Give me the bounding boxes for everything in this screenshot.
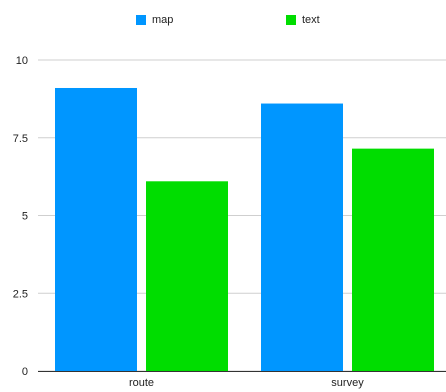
bar-map-route — [55, 87, 137, 372]
legend-label-text: text — [302, 14, 320, 26]
bar-map-survey — [261, 103, 343, 371]
bar-text-route — [146, 181, 228, 371]
x-tick-label: route — [129, 377, 154, 389]
bar-text-survey — [352, 148, 434, 371]
y-tick-label: 10 — [16, 55, 28, 67]
y-tick-label: 2.5 — [13, 288, 28, 300]
legend-item-map: map — [136, 12, 173, 28]
y-tick-label: 5 — [22, 211, 28, 223]
legend-label-map: map — [152, 14, 174, 26]
x-tick-label: survey — [331, 377, 364, 389]
legend-swatch-text — [286, 15, 296, 25]
y-tick-label: 7.5 — [13, 133, 28, 145]
legend-swatch-map — [136, 15, 146, 25]
legend: map text — [0, 12, 446, 28]
y-tick-label: 0 — [22, 366, 28, 378]
legend-item-text: text — [286, 12, 320, 28]
